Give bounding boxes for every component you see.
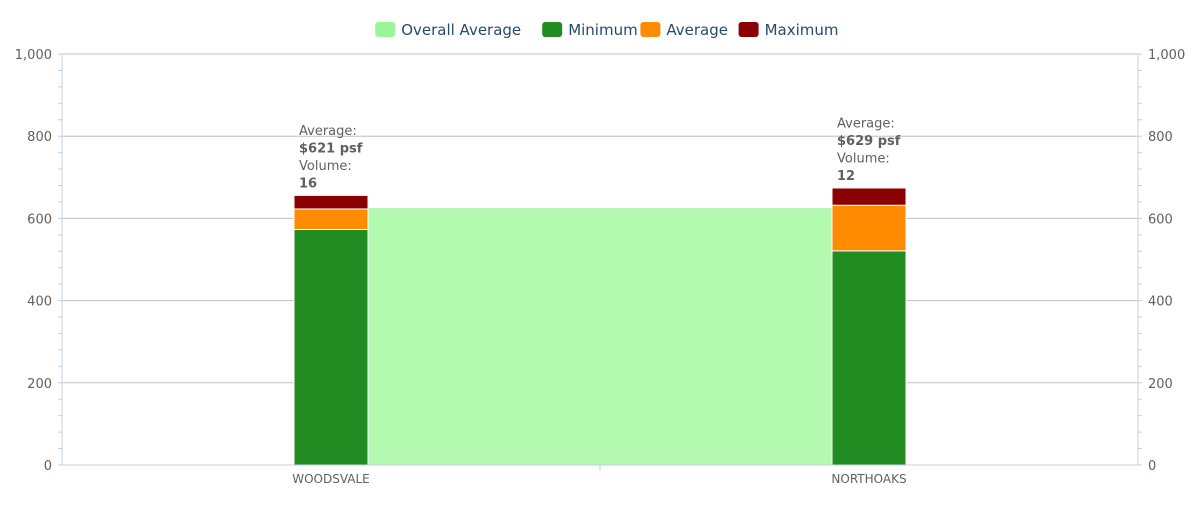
- legend-item-average[interactable]: Average: [640, 21, 728, 39]
- y-tick-label-right: 1,000: [1148, 48, 1185, 63]
- bar-maximum-northoaks[interactable]: [831, 187, 907, 206]
- data-label-northoaks: $629 psf: [837, 134, 901, 149]
- y-tick-label-left: 1,000: [15, 48, 52, 63]
- legend-swatch: [640, 22, 661, 37]
- legend-label: Minimum: [568, 21, 638, 39]
- bar-average-woodsvale[interactable]: [293, 208, 369, 230]
- y-tick-label-left: 800: [27, 130, 52, 145]
- legend-label: Maximum: [765, 21, 839, 39]
- data-label-woodsvale: $621 psf: [299, 141, 363, 156]
- bar-series: [293, 187, 907, 466]
- annotations: Average: $621 psf Volume: 16 Average: $629 ps…: [299, 116, 901, 191]
- x-tick-label: WOODSVALE: [292, 472, 370, 486]
- legend-item-overall-average[interactable]: Overall Average: [375, 21, 521, 39]
- legend-swatch: [738, 22, 759, 37]
- y-tick-label-left: 200: [27, 377, 52, 392]
- legend-swatch: [542, 22, 563, 37]
- overall-average-band: [368, 208, 832, 465]
- legend-label: Overall Average: [401, 21, 521, 39]
- legend-swatch: [375, 22, 396, 37]
- y-tick-label-left: 600: [27, 212, 52, 227]
- legend-label: Average: [666, 21, 728, 39]
- y-tick-label-left: 0: [44, 459, 52, 474]
- data-label-northoaks: 12: [837, 169, 855, 184]
- bar-minimum-woodsvale[interactable]: [293, 228, 369, 466]
- data-label-northoaks: Volume:: [837, 151, 890, 166]
- y-tick-label-right: 0: [1148, 459, 1156, 474]
- bar-minimum-northoaks[interactable]: [831, 250, 907, 466]
- x-tick-label: NORTHOAKS: [831, 472, 906, 486]
- y-tick-label-left: 400: [27, 295, 52, 310]
- y-tick-label-right: 800: [1148, 130, 1173, 145]
- bar-maximum-woodsvale[interactable]: [293, 194, 369, 210]
- data-label-woodsvale: 16: [299, 176, 317, 191]
- legend[interactable]: Overall Average Minimum Average Maximum: [375, 21, 839, 39]
- y-tick-label-right: 600: [1148, 212, 1173, 227]
- data-label-woodsvale: Average:: [299, 124, 357, 139]
- legend-item-maximum[interactable]: Maximum: [738, 21, 839, 39]
- overall-average-area: [368, 208, 832, 465]
- data-label-northoaks: Average:: [837, 116, 895, 131]
- legend-item-minimum[interactable]: Minimum: [542, 21, 638, 39]
- y-tick-label-right: 400: [1148, 295, 1173, 310]
- bar-average-northoaks[interactable]: [831, 204, 907, 252]
- y-tick-label-right: 200: [1148, 377, 1173, 392]
- axes: 0 0 200 200 400 400 600 600 800 800 1,000 1,000 WOOD…: [15, 48, 1185, 486]
- data-label-woodsvale: Volume:: [299, 159, 352, 174]
